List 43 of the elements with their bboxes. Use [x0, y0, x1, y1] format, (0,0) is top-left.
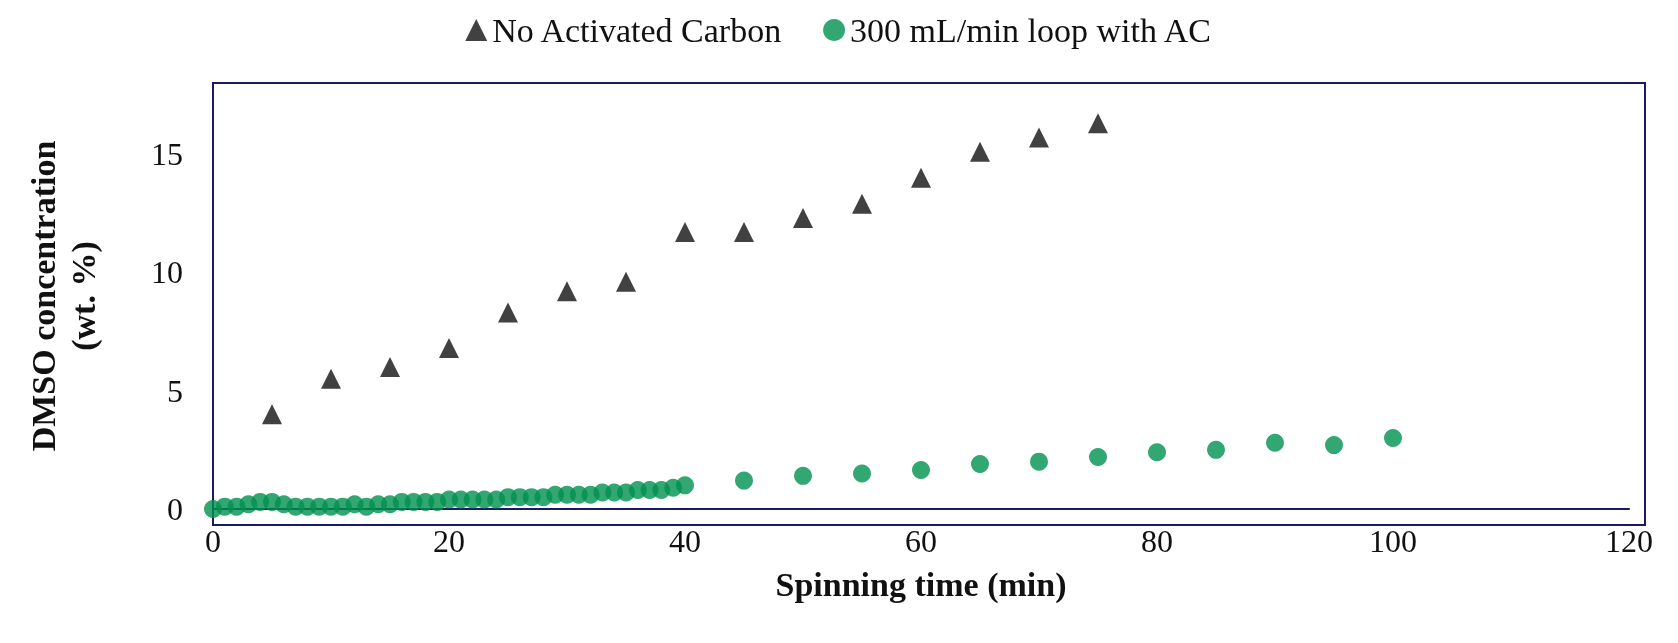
y-axis-title: DMSO concentration (wt. %) — [24, 140, 103, 452]
x-tick-label: 0 — [205, 523, 221, 559]
point — [439, 338, 459, 359]
x-tick-label: 60 — [905, 523, 937, 559]
point — [675, 222, 695, 243]
point — [852, 193, 872, 214]
point — [262, 404, 282, 425]
point — [1207, 440, 1225, 459]
point — [970, 141, 990, 162]
point — [321, 368, 341, 389]
legend-label: 300 mL/min loop with AC — [850, 11, 1211, 49]
point — [1088, 113, 1108, 134]
point — [912, 460, 930, 479]
y-tick-label: 15 — [151, 136, 183, 172]
y-tick-label: 5 — [167, 372, 183, 409]
point — [735, 471, 753, 490]
point — [853, 464, 871, 483]
x-tick-label: 40 — [669, 523, 701, 559]
x-tick-label: 100 — [1369, 523, 1417, 559]
y-tick-label: 10 — [151, 254, 183, 291]
point — [616, 271, 636, 292]
point — [1029, 127, 1049, 148]
point — [1089, 447, 1107, 466]
y-tick-label: 0 — [167, 491, 183, 527]
point — [380, 357, 400, 377]
point — [1325, 436, 1343, 455]
point — [1148, 443, 1166, 462]
point — [1266, 433, 1284, 452]
legend-label: No Activated Carbon — [492, 11, 782, 49]
point — [971, 455, 989, 474]
point — [1030, 452, 1048, 471]
x-tick-label: 20 — [433, 523, 465, 559]
x-axis-title: Spinning time (min) — [775, 565, 1067, 604]
point — [498, 302, 518, 323]
x-tick-label: 120 — [1605, 523, 1653, 559]
point — [676, 476, 694, 495]
point — [557, 281, 577, 302]
point — [793, 207, 813, 228]
point — [794, 466, 812, 485]
point — [1384, 429, 1402, 447]
x-tick-label: 80 — [1141, 523, 1173, 559]
point — [911, 167, 931, 188]
point — [734, 222, 754, 243]
